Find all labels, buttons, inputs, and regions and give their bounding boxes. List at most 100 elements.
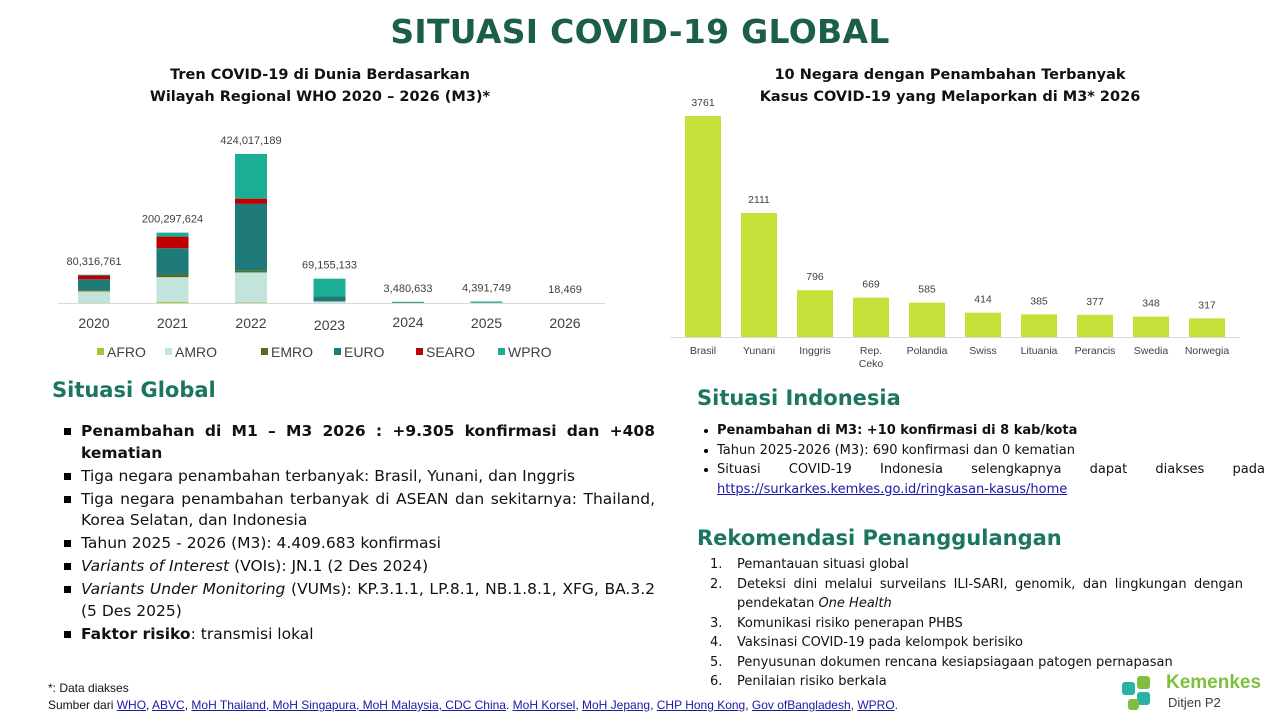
situasi-global-list: Penambahan di M1 – M3 2026 : +9.305 konf…: [63, 421, 655, 647]
global-item-text: Tahun 2025 - 2026 (M3): 4.409.683 konfir…: [81, 534, 441, 552]
bar-segment-euro-2024: [392, 302, 424, 303]
bar-swedia: [1133, 316, 1169, 337]
bar-segment-wpro-2025: [470, 301, 503, 303]
source-link-8[interactable]: WPRO: [857, 698, 895, 712]
source-separator: ,: [184, 698, 192, 712]
source-link-5[interactable]: MoH Jepang: [582, 698, 651, 712]
value-label-perancis: 377: [1086, 296, 1104, 308]
bar-norwegia: [1189, 318, 1225, 337]
footnote-note: *: Data diakses: [48, 681, 129, 695]
source-prefix: Sumber dari: [48, 698, 117, 712]
rekomendasi-text: Komunikasi risiko penerapan PHBS: [737, 615, 963, 631]
source-separator: ,: [650, 698, 657, 712]
bar-segment-euro-2023: [313, 296, 346, 302]
bar-segment-emro-2022: [235, 270, 267, 273]
legend-label-afro: AFRO: [107, 344, 146, 360]
legend-label-emro: EMRO: [271, 344, 313, 360]
logo-text-kemenkes: Kemenkes: [1166, 672, 1262, 693]
global-item-bold: Penambahan di M1 – M3 2026 : +9.305 konf…: [81, 422, 655, 462]
global-item-1: Penambahan di M1 – M3 2026 : +9.305 konf…: [63, 421, 655, 464]
kemenkes-logo: Kemenkes Ditjen P2: [1118, 672, 1278, 718]
total-label-2023: 69,155,133: [302, 260, 357, 272]
year-label-2025: 2025: [471, 315, 502, 331]
legend-swatch-euro: [334, 348, 341, 355]
rekomendasi-item-3: 3. Komunikasi risiko penerapan PHBS: [710, 614, 1243, 634]
surkarkes-link[interactable]: https://surkarkes.kemkes.go.id/ringkasan…: [717, 481, 1068, 497]
source-link-2[interactable]: ABVC: [152, 698, 185, 712]
bar-polandia: [909, 302, 945, 337]
source-separator: ,: [745, 698, 752, 712]
source-link-7[interactable]: Gov ofBangladesh: [751, 698, 851, 712]
year-label-2020: 2020: [78, 315, 109, 331]
indonesia-item-bold: Penambahan di M3: +10 konfirmasi di 8 ka…: [717, 423, 1078, 438]
bar-inggris: [797, 290, 833, 337]
source-link-3[interactable]: MoH Thailand, MoH Singapura, MoH Malaysi…: [191, 698, 506, 712]
total-label-2026: 18,469: [548, 284, 582, 296]
legend-label-searo: SEARO: [426, 344, 475, 360]
bar-segment-searo-2021: [156, 236, 189, 249]
source-separator: ,: [146, 698, 153, 712]
source-link-4[interactable]: MoH Korsel: [512, 698, 576, 712]
source-separator: ,: [850, 698, 858, 712]
year-label-2022: 2022: [235, 315, 266, 331]
bar-segment-amro-2022: [235, 272, 267, 303]
legend-swatch-afro: [97, 348, 104, 355]
left-chart-title-line1: Tren COVID-19 di Dunia Berdasarkan: [170, 67, 470, 83]
situasi-indonesia-heading: Situasi Indonesia: [697, 386, 901, 410]
rekomendasi-number: 6.: [710, 674, 723, 689]
right-chart-title-line2: Kasus COVID-19 yang Melaporkan di M3* 20…: [759, 89, 1141, 105]
global-item-bold: Faktor risiko: [81, 624, 191, 643]
source-link-6[interactable]: CHP Hong Kong: [656, 698, 746, 712]
global-item-text: Tiga negara penambahan terbanyak: Brasil…: [81, 466, 575, 485]
global-item-italic: Variants Under Monitoring: [81, 580, 286, 598]
global-item-2: Tiga negara penambahan terbanyak: Brasil…: [63, 466, 655, 488]
bar-segment-wpro-2020: [78, 274, 110, 276]
total-label-2021: 200,297,624: [142, 214, 203, 226]
rekomendasi-number: 5.: [710, 654, 723, 670]
top-countries-chart: 3761 Brasil 2111 Yunani 796 Inggris 669 Rep.Cek…: [670, 97, 1240, 370]
category-label-norwegia: Norwegia: [1185, 345, 1230, 357]
category-label-brasil: Brasil: [690, 345, 716, 357]
bar-segment-euro-2025: [470, 302, 503, 303]
situasi-global-heading: Situasi Global: [52, 378, 216, 402]
value-label-lituania: 385: [1030, 295, 1048, 307]
situasi-indonesia-list: Penambahan di M3: +10 konfirmasi di 8 ka…: [700, 421, 1265, 499]
bar-segment-amro-2023: [313, 301, 346, 303]
bar-repceko: [853, 297, 889, 337]
legend-swatch-emro: [261, 348, 268, 355]
legend-label-wpro: WPRO: [508, 344, 552, 360]
global-item-6: Variants Under Monitoring (VUMs): KP.3.1…: [63, 579, 655, 622]
category-label-perancis: Perancis: [1075, 345, 1116, 357]
category-label-swiss: Swiss: [969, 345, 996, 357]
indonesia-item-text: Tahun 2025-2026 (M3): 690 konfirmasi dan…: [717, 442, 1075, 458]
rekomendasi-item-4: 4. Vaksinasi COVID-19 pada kelompok beris…: [710, 633, 1243, 653]
rekomendasi-text: Penyusunan dokumen rencana kesiapsiagaan…: [737, 654, 1173, 670]
category-label-repceko-line1: Rep.: [860, 345, 882, 357]
left-chart-title: Tren COVID-19 di Dunia Berdasarkan Wilay…: [60, 64, 580, 108]
year-label-2024: 2024: [392, 314, 423, 330]
bar-segment-emro-2020: [78, 290, 110, 292]
right-chart-title: 10 Negara dengan Penambahan Terbanyak Ka…: [690, 64, 1210, 108]
total-label-2024: 3,480,633: [384, 283, 433, 295]
global-item-5: Variants of Interest (VOIs): JN.1 (2 Des…: [63, 556, 655, 578]
rekomendasi-text: Vaksinasi COVID-19 pada kelompok berisik…: [737, 635, 1024, 650]
right-chart-title-line1: 10 Negara dengan Penambahan Terbanyak: [774, 67, 1126, 83]
footnote: *: Data diakses Sumber dari WHO, ABVC, M…: [48, 680, 898, 714]
rekomendasi-number: 1.: [710, 557, 723, 572]
rekomendasi-number: 4.: [710, 635, 723, 650]
global-item-4: Tahun 2025 - 2026 (M3): 4.409.683 konfir…: [63, 533, 655, 555]
category-label-yunani: Yunani: [743, 345, 775, 357]
bar-segment-euro-2022: [235, 203, 267, 271]
global-item-text: (VUMs): KP.3.1.1, LP.8.1, NB.1.8.1, XFG,…: [81, 580, 655, 620]
value-label-brasil: 3761: [691, 97, 715, 109]
category-label-repceko-line2: Ceko: [859, 358, 884, 370]
legend-label-euro: EURO: [344, 344, 385, 360]
value-label-norwegia: 317: [1198, 299, 1216, 311]
source-link-1[interactable]: WHO: [116, 698, 147, 712]
rekomendasi-item-5: 5. Penyusunan dokumen rencana kesiapsiaga…: [710, 653, 1243, 673]
year-label-2023: 2023: [314, 317, 345, 333]
rekomendasi-italic: One Health: [818, 596, 892, 611]
bar-segment-amro-2021: [156, 277, 189, 302]
total-label-2025: 4,391,749: [462, 282, 511, 294]
total-label-2020: 80,316,761: [66, 256, 121, 268]
